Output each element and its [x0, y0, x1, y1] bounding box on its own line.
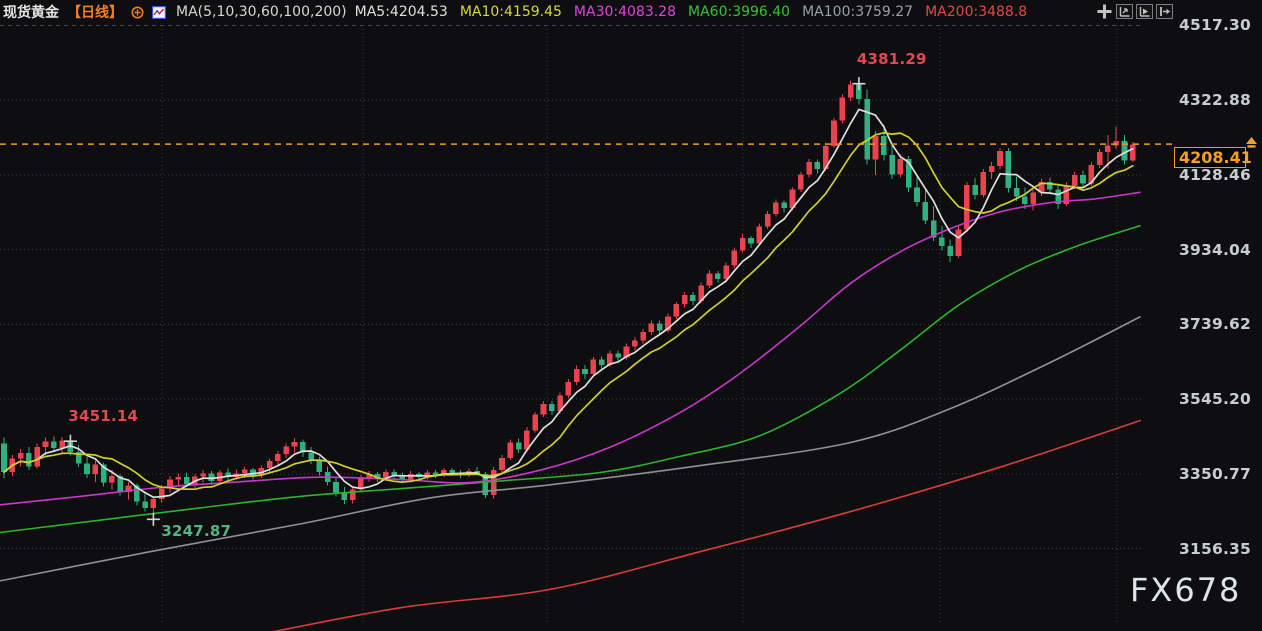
ma-legend: MA5:4204.53 MA10:4159.45 MA30:4083.28 MA60:… — [355, 4, 1028, 20]
price-axis-label: 3545.20 — [1179, 390, 1251, 409]
add-indicator-icon[interactable] — [131, 6, 144, 19]
chart-header: 现货黄金 【日线】 MA(5,10,30,60,100,200) MA5:420… — [3, 3, 1027, 21]
price-up-arrow-icon — [1245, 134, 1258, 153]
price-axis-label: 3739.62 — [1179, 315, 1251, 334]
go-latest-icon[interactable] — [1156, 4, 1173, 19]
ma-value-label-ma100: MA100:3759.27 — [802, 4, 914, 20]
ma-value-label-ma5: MA5:4204.53 — [354, 4, 448, 20]
last-price-tag: 4208.41 — [1174, 147, 1252, 169]
price-annotation: 3451.14 — [68, 407, 139, 426]
symbol-name: 现货黄金 — [3, 5, 59, 21]
price-axis-label: 3934.04 — [1179, 240, 1251, 259]
price-axis-label: 3156.35 — [1179, 539, 1251, 558]
zoom-axes-up-icon[interactable] — [1116, 4, 1133, 19]
watermark: FX678 — [1130, 571, 1242, 609]
timeframe-label[interactable]: 【日线】 — [67, 5, 123, 21]
price-axis-label: 4128.46 — [1179, 165, 1251, 184]
price-axis-label: 4517.30 — [1179, 16, 1251, 35]
price-annotation: 3247.87 — [161, 522, 232, 541]
price-annotation: 4381.29 — [856, 49, 927, 68]
last-price-value: 4208.41 — [1179, 148, 1252, 168]
indicator-chart-icon[interactable] — [152, 5, 166, 19]
ma-value-label-ma10: MA10:4159.45 — [459, 4, 562, 20]
zoom-axes-play-icon[interactable] — [1136, 4, 1153, 19]
chart-toolbar — [1096, 4, 1173, 19]
price-axis-label: 3350.77 — [1179, 464, 1251, 483]
ma-indicator-title: MA(5,10,30,60,100,200) — [176, 4, 347, 20]
move-crosshair-icon[interactable] — [1096, 4, 1113, 19]
ma-value-label-ma30: MA30:4083.28 — [573, 4, 676, 20]
ma-value-label-ma60: MA60:3996.40 — [688, 4, 791, 20]
ma-value-label-ma200: MA200:3488.8 — [925, 4, 1028, 20]
price-axis-label: 4322.88 — [1179, 91, 1251, 110]
